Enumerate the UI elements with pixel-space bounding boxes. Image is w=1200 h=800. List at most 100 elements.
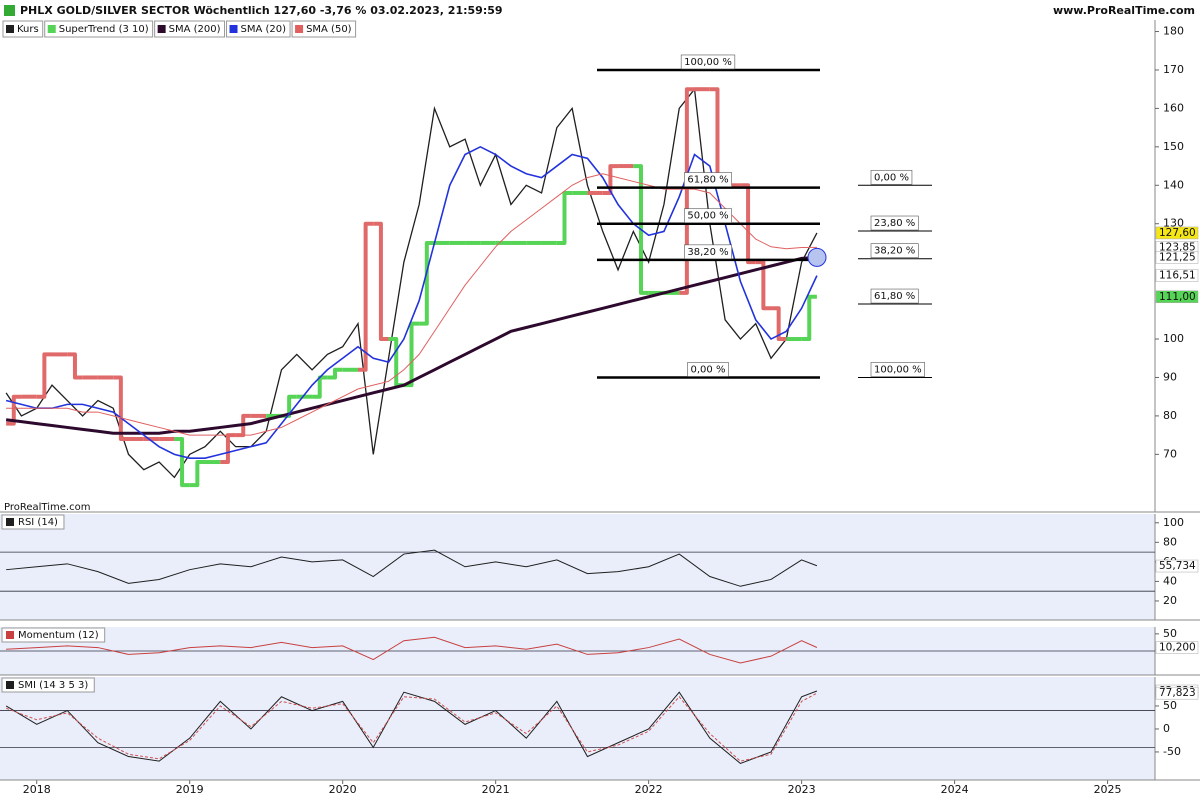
- value-tag-label: 77,823: [1159, 687, 1196, 699]
- legend-label: SMA (20): [241, 24, 287, 35]
- y-tick-label: 20: [1163, 594, 1177, 607]
- panel-title: SMI (14 3 5 3): [18, 680, 88, 691]
- fib-label: 61,80 %: [874, 291, 915, 302]
- fib-label: 100,00 %: [874, 364, 922, 375]
- fib-label: 38,20 %: [874, 246, 915, 257]
- panel-title: Momentum (12): [18, 630, 99, 641]
- panel-background: [0, 514, 1155, 620]
- y-tick-label: 40: [1163, 574, 1177, 587]
- fib-label: 38,20 %: [687, 247, 728, 258]
- legend-swatch: [6, 25, 14, 33]
- fib-label-box: [680, 54, 736, 70]
- supertrend-segment: [373, 221, 389, 342]
- panel-background: [0, 677, 1155, 780]
- fib-label-box: [870, 215, 919, 231]
- y-tick-label: 160: [1163, 101, 1184, 114]
- y-tick-label: 70: [1163, 447, 1177, 460]
- value-tag: [1155, 559, 1199, 573]
- panel-title-box: [1, 514, 65, 530]
- value-tag-label: 10,200: [1159, 642, 1196, 654]
- legend-label: SMA (50): [306, 24, 352, 35]
- panel-title-icon: [6, 631, 14, 639]
- y-tick-label: 150: [1163, 140, 1184, 153]
- y-tick-label: 0: [1163, 722, 1170, 735]
- supertrend-segment: [36, 352, 53, 399]
- fib-label-box: [870, 243, 919, 258]
- value-tag-label: 116,51: [1159, 270, 1196, 282]
- legend-item: SMA (20): [226, 20, 291, 38]
- y-tick-label: 90: [1163, 370, 1177, 383]
- value-tag: [1155, 269, 1199, 282]
- brand: www.ProRealTime.com: [1053, 4, 1195, 17]
- title-icon: [4, 5, 15, 16]
- legend-label: SMA (200): [169, 24, 221, 35]
- supertrend-segment: [67, 352, 83, 380]
- series-line: [6, 173, 817, 436]
- x-tick-label: 2019: [176, 783, 204, 796]
- value-tag-label: 121,25: [1159, 251, 1196, 263]
- fib-label-box: [684, 208, 732, 224]
- x-tick-label: 2025: [1094, 783, 1122, 796]
- supertrend-segment: [679, 87, 695, 295]
- series-line: [6, 636, 818, 664]
- fib-label-box: [870, 362, 925, 377]
- legend-item: Kurs: [2, 20, 44, 38]
- supertrend-segment: [602, 164, 619, 195]
- supertrend-segment: [403, 321, 420, 388]
- series-line: [5, 692, 818, 762]
- fib-label: 100,00 %: [684, 57, 732, 68]
- fib-label-box: [684, 172, 732, 187]
- chart-title: PHLX GOLD/SILVER SECTOR Wöchentlich 127,…: [20, 4, 503, 17]
- y-tick-label: 170: [1163, 63, 1184, 76]
- legend-item: SMA (50): [291, 20, 357, 38]
- legend-box: [291, 20, 357, 38]
- y-tick-label: 50: [1163, 699, 1177, 712]
- supertrend-segment: [357, 221, 374, 372]
- legend-swatch: [47, 25, 56, 33]
- fib-label: 61,80 %: [687, 175, 728, 186]
- legend-box: [226, 20, 291, 38]
- series-line: [6, 549, 818, 587]
- value-tag: [1155, 686, 1199, 700]
- value-tag-label: 111,00: [1159, 291, 1196, 303]
- fib-label-box: [870, 288, 919, 304]
- x-tick-label: 2023: [788, 783, 816, 796]
- fib-label-box: [687, 362, 729, 377]
- y-tick-label: 100: [1163, 332, 1184, 345]
- supertrend-segment: [174, 436, 190, 488]
- y-tick-label: 80: [1163, 535, 1177, 548]
- supertrend-segment: [556, 190, 573, 245]
- legend-swatch: [157, 25, 166, 33]
- value-tag: [1155, 290, 1199, 303]
- series-line: [5, 145, 818, 459]
- x-tick-label: 2024: [941, 783, 969, 796]
- supertrend-segment: [312, 375, 328, 399]
- y-tick-label: 180: [1163, 25, 1184, 38]
- panel-title-box: [1, 677, 95, 693]
- value-tag: [1155, 251, 1199, 264]
- x-tick-label: 2022: [635, 783, 663, 796]
- x-tick-label: 2020: [329, 783, 357, 796]
- supertrend-segment: [6, 394, 22, 426]
- fib-label-box: [684, 244, 732, 260]
- y-tick-label: -50: [1163, 745, 1181, 758]
- y-tick-label: 140: [1163, 178, 1184, 191]
- supertrend-segment: [771, 306, 787, 342]
- legend-box: [2, 20, 44, 38]
- legend-box: [44, 20, 154, 38]
- fib-label: 50,00 %: [687, 211, 728, 222]
- fib-label: 0,00 %: [691, 364, 726, 375]
- supertrend-segment: [755, 260, 772, 311]
- supertrend-segment: [419, 240, 435, 326]
- panel-title: RSI (14): [18, 517, 58, 528]
- y-tick-label: 100: [1163, 516, 1184, 529]
- panel-title-icon: [6, 518, 14, 526]
- value-tag: [1155, 641, 1199, 654]
- legend-label: Kurs: [17, 24, 39, 35]
- y-tick-label: 80: [1163, 409, 1177, 422]
- watermark: ProRealTime.com: [4, 502, 90, 513]
- legend-label: SuperTrend (3 10): [59, 24, 149, 35]
- target-marker: [807, 247, 827, 267]
- y-tick-label: 130: [1163, 217, 1184, 230]
- panel-title-icon: [6, 681, 14, 689]
